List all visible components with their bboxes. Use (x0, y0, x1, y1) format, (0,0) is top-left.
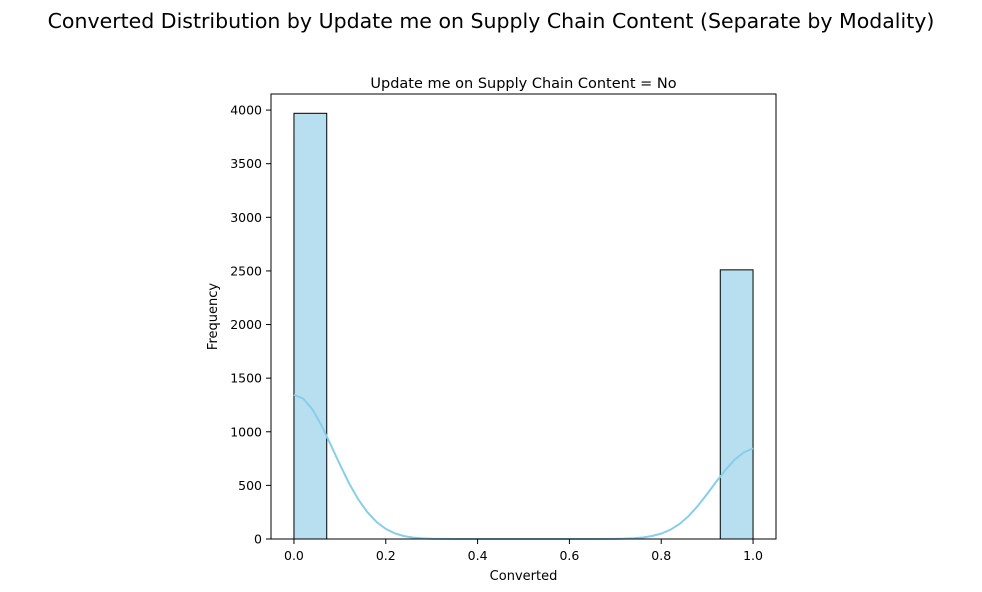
y-tick-label: 3000 (230, 210, 262, 225)
y-tick-label: 1500 (230, 371, 262, 386)
y-tick-label: 3500 (230, 156, 262, 171)
y-tick-label: 1000 (230, 424, 262, 439)
bars-group (293, 112, 754, 540)
x-axis-label: Converted (490, 569, 558, 584)
x-tick-label: 0.8 (651, 548, 671, 563)
x-tick-label: 1.0 (743, 548, 763, 563)
kde-line (293, 393, 754, 540)
y-tick-label: 0 (254, 532, 262, 547)
y-tick-label: 500 (238, 478, 262, 493)
x-tick-label: 0.4 (468, 548, 488, 563)
chart-suptitle: Converted Distribution by Update me on S… (48, 9, 935, 33)
x-tick-label: 0.6 (559, 548, 579, 563)
histogram-bar-1 (719, 269, 754, 540)
y-axis-label: Frequency (206, 283, 221, 350)
y-tick-label: 4000 (230, 103, 262, 118)
y-axis-ticks: 0 500 1000 1500 2000 2500 3000 3500 4000 (230, 103, 271, 547)
y-tick-label: 2000 (230, 317, 262, 332)
x-tick-label: 0.0 (284, 548, 304, 563)
plot-area-frame (270, 93, 777, 540)
y-tick-label: 2500 (230, 263, 262, 278)
x-tick-label: 0.2 (376, 548, 396, 563)
x-axis-ticks: 0.0 0.2 0.4 0.6 0.8 1.0 (284, 539, 763, 563)
axes-title: Update me on Supply Chain Content = No (370, 76, 676, 92)
histogram-bar-0 (293, 112, 328, 540)
